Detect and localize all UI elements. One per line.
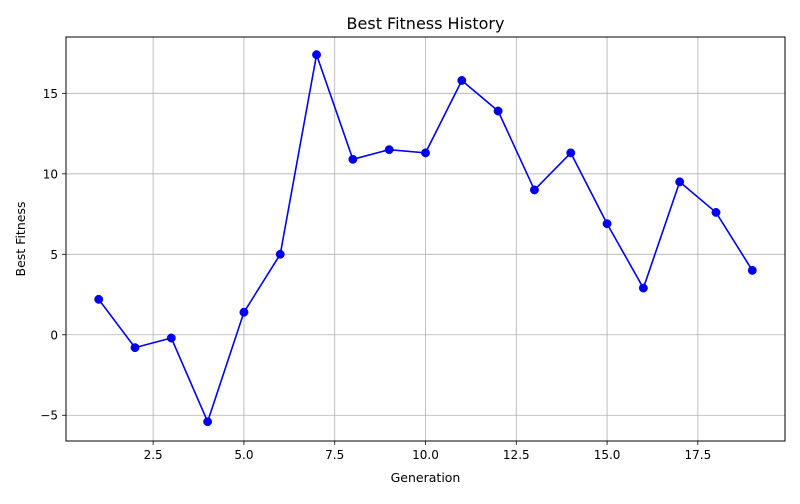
y-tick-label: 10 bbox=[43, 167, 58, 181]
data-point bbox=[529, 185, 539, 195]
data-point bbox=[166, 333, 176, 343]
x-tick-label: 2.5 bbox=[144, 448, 163, 462]
x-tick-label: 15.0 bbox=[594, 448, 621, 462]
x-axis-label: Generation bbox=[391, 470, 461, 485]
data-point bbox=[384, 145, 394, 155]
data-point bbox=[275, 249, 285, 259]
grid bbox=[66, 37, 785, 441]
data-point bbox=[312, 50, 322, 60]
data-point bbox=[94, 294, 104, 304]
x-tick-label: 17.5 bbox=[684, 448, 711, 462]
data-point bbox=[239, 307, 249, 317]
x-tick-label: 12.5 bbox=[503, 448, 530, 462]
data-point bbox=[602, 219, 612, 229]
y-tick-label: 15 bbox=[43, 87, 58, 101]
y-tick-label: 5 bbox=[50, 248, 58, 262]
data-point bbox=[711, 207, 721, 217]
x-tick-label: 10.0 bbox=[412, 448, 439, 462]
y-tick-label: −5 bbox=[40, 409, 58, 423]
x-tick-label: 7.5 bbox=[325, 448, 344, 462]
data-point bbox=[566, 148, 576, 158]
data-point bbox=[457, 76, 467, 85]
data-point bbox=[130, 343, 140, 353]
data-point bbox=[421, 148, 430, 158]
data-point bbox=[348, 154, 358, 164]
data-point bbox=[203, 417, 213, 427]
data-point bbox=[747, 265, 757, 275]
axis-ticks: 2.5 5.0 7.5 10.0 12.5 15.0 17.5 −5 0 5 10 15 bbox=[40, 87, 711, 462]
y-tick-label: 0 bbox=[50, 328, 58, 342]
data-point bbox=[675, 177, 685, 187]
data-point bbox=[493, 106, 503, 116]
series bbox=[94, 50, 757, 427]
chart-title: Best Fitness History bbox=[347, 14, 505, 33]
y-axis-label: Best Fitness bbox=[13, 202, 28, 277]
data-point bbox=[638, 283, 648, 293]
x-tick-label: 5.0 bbox=[234, 448, 253, 462]
